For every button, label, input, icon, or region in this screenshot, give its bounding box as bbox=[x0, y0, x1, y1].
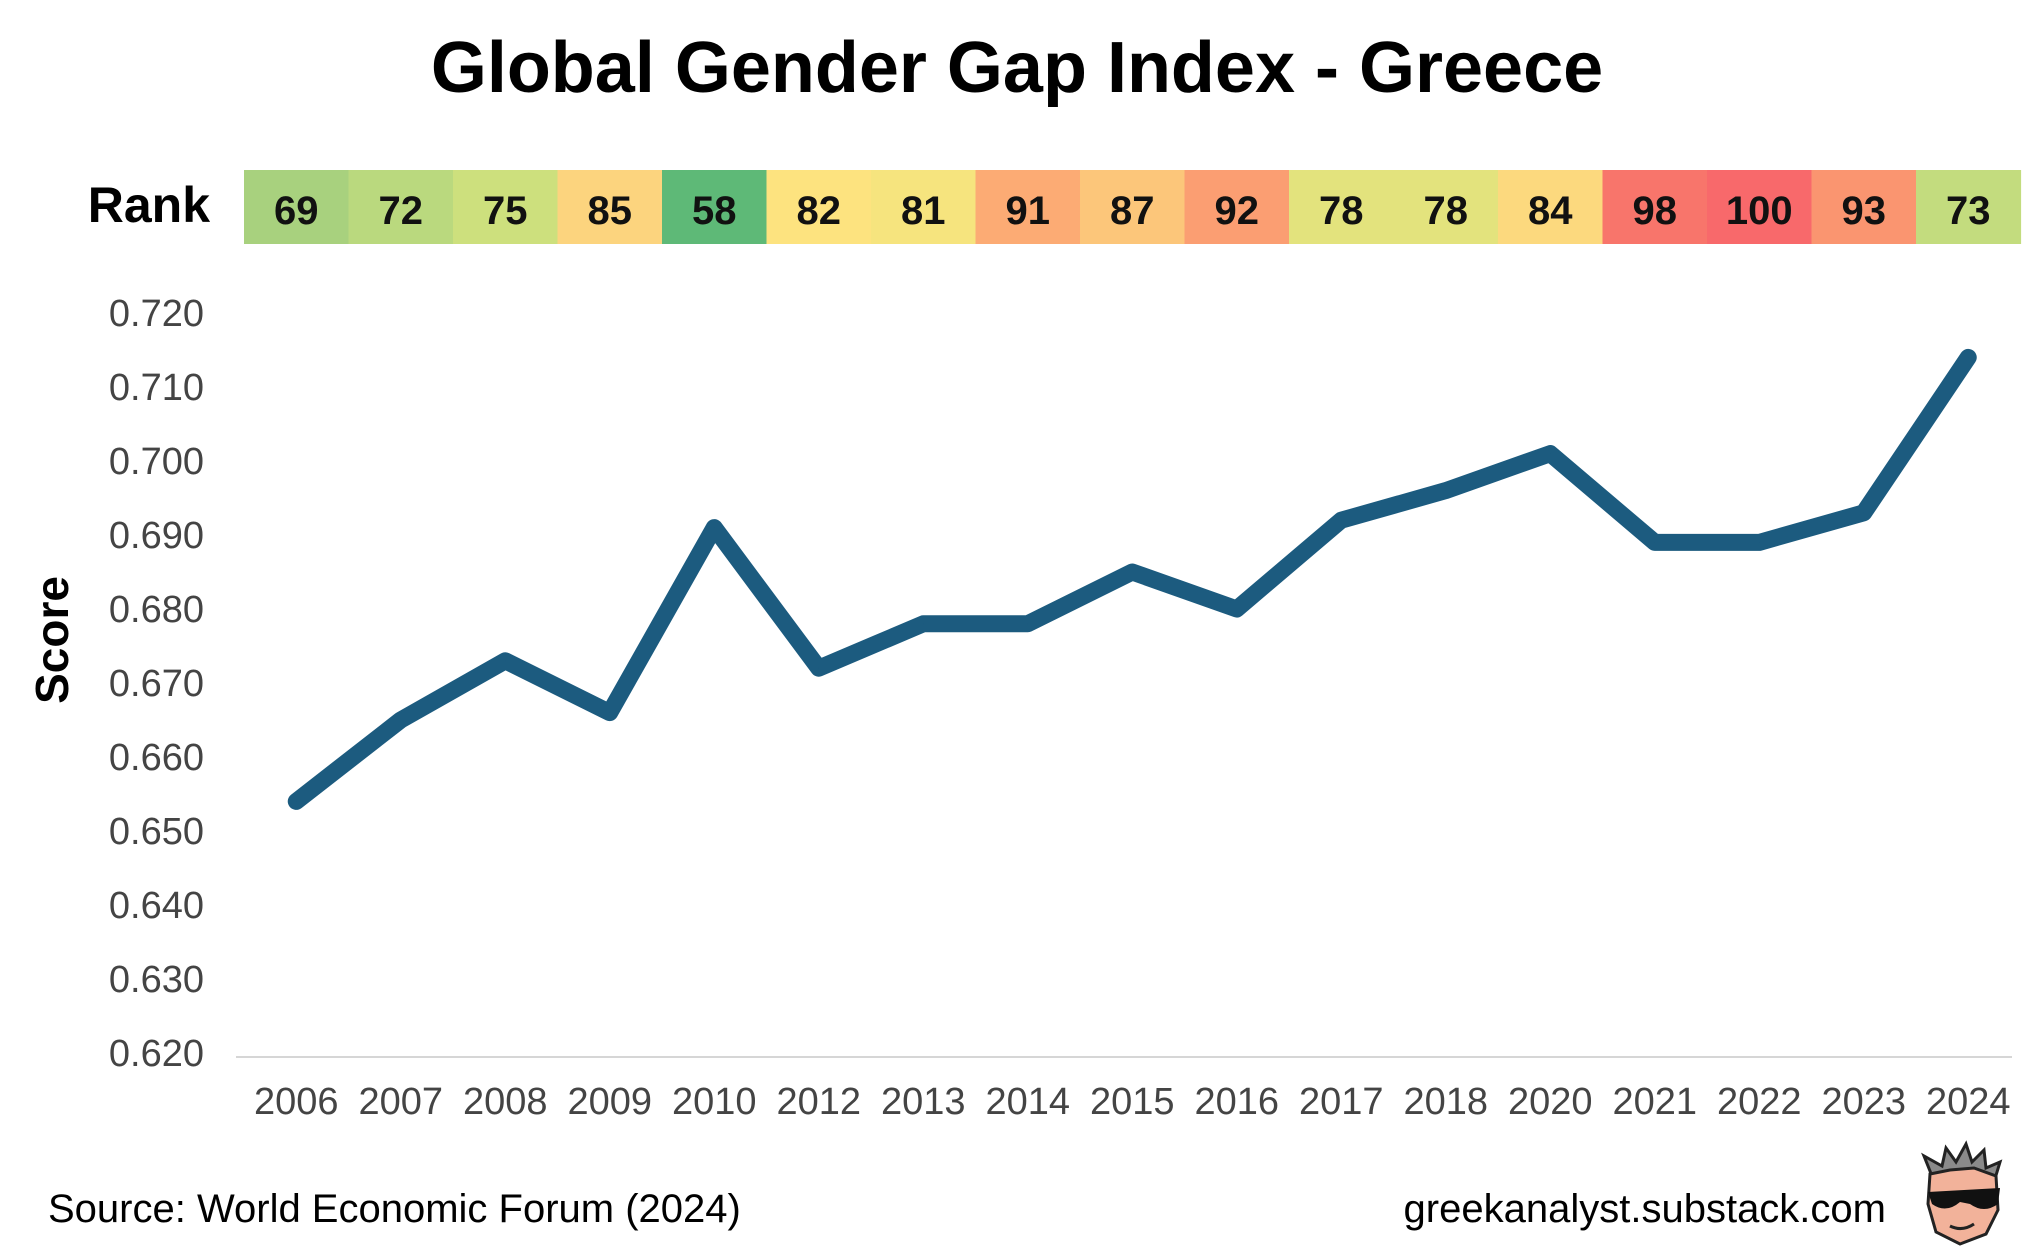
x-tick-label: 2008 bbox=[463, 1081, 548, 1123]
data-point bbox=[1758, 541, 1760, 543]
y-tick-label: 0.720 bbox=[109, 293, 204, 335]
rank-cell bbox=[662, 170, 768, 244]
x-tick-label: 2016 bbox=[1194, 1081, 1279, 1123]
data-point bbox=[922, 623, 924, 625]
data-point bbox=[1340, 519, 1342, 521]
rank-cell bbox=[1393, 170, 1499, 244]
rank-cell bbox=[1602, 170, 1708, 244]
data-point bbox=[1549, 453, 1551, 455]
rank-cell bbox=[348, 170, 454, 244]
y-tick-label: 0.700 bbox=[109, 441, 204, 483]
rank-value: 75 bbox=[483, 189, 528, 233]
y-tick-label: 0.650 bbox=[109, 811, 204, 853]
x-axis-ticks: 2006 2007 2008 2009 2010 2012 2013 2014 2015 2016… bbox=[254, 1081, 2011, 1123]
data-point bbox=[1654, 541, 1656, 543]
rank-cell bbox=[1916, 170, 2022, 244]
y-tick-label: 0.710 bbox=[109, 367, 204, 409]
x-tick-label: 2009 bbox=[567, 1081, 652, 1123]
y-tick-label: 0.690 bbox=[109, 515, 204, 557]
x-tick-label: 2022 bbox=[1717, 1081, 1802, 1123]
rank-value: 78 bbox=[1319, 189, 1364, 233]
rank-value: 93 bbox=[1842, 189, 1887, 233]
rank-value: 58 bbox=[692, 189, 737, 233]
source-text: Source: World Economic Forum (2024) bbox=[48, 1187, 741, 1231]
rank-value: 72 bbox=[379, 189, 424, 233]
data-point bbox=[1967, 356, 1969, 358]
rank-cell bbox=[1498, 170, 1604, 244]
mascot-logo bbox=[1921, 1140, 2003, 1246]
rank-cell bbox=[871, 170, 977, 244]
data-point bbox=[1236, 608, 1238, 610]
y-tick-label: 0.620 bbox=[109, 1033, 204, 1075]
x-tick-label: 2017 bbox=[1299, 1081, 1384, 1123]
data-point bbox=[818, 667, 820, 669]
rank-value: 91 bbox=[1006, 189, 1051, 233]
data-point bbox=[504, 660, 506, 662]
rank-value: 92 bbox=[1215, 189, 1260, 233]
rank-cell bbox=[244, 170, 350, 244]
series-group bbox=[287, 348, 1977, 810]
y-axis-ticks: 0.720 0.710 0.700 0.690 0.680 0.670 0.660 0.650… bbox=[109, 293, 204, 1075]
rank-value: 84 bbox=[1528, 189, 1573, 233]
data-point bbox=[713, 527, 715, 529]
x-tick-label: 2007 bbox=[358, 1081, 443, 1123]
x-tick-label: 2015 bbox=[1090, 1081, 1175, 1123]
rank-cell bbox=[975, 170, 1081, 244]
series-line bbox=[287, 348, 1977, 810]
x-tick-label: 2013 bbox=[881, 1081, 966, 1123]
data-point bbox=[295, 800, 297, 802]
x-tick-label: 2012 bbox=[776, 1081, 861, 1123]
rank-cell bbox=[766, 170, 872, 244]
rank-value: 69 bbox=[274, 189, 319, 233]
rank-value: 82 bbox=[797, 189, 842, 233]
rank-cell bbox=[1184, 170, 1290, 244]
y-tick-label: 0.680 bbox=[109, 589, 204, 631]
rank-row-label: Rank bbox=[88, 177, 210, 233]
x-tick-label: 2010 bbox=[672, 1081, 757, 1123]
x-tick-label: 2006 bbox=[254, 1081, 339, 1123]
rank-cell bbox=[1811, 170, 1917, 244]
rank-value: 81 bbox=[901, 189, 946, 233]
data-point bbox=[1863, 512, 1865, 514]
x-tick-label: 2023 bbox=[1821, 1081, 1906, 1123]
y-tick-label: 0.640 bbox=[109, 885, 204, 927]
x-tick-label: 2020 bbox=[1508, 1081, 1593, 1123]
rank-value: 87 bbox=[1110, 189, 1155, 233]
y-tick-label: 0.670 bbox=[109, 663, 204, 705]
y-axis-label: Score bbox=[26, 576, 78, 704]
rank-value: 85 bbox=[588, 189, 633, 233]
rank-cell bbox=[557, 170, 663, 244]
rank-value: 100 bbox=[1726, 189, 1793, 233]
rank-value: 98 bbox=[1633, 189, 1678, 233]
data-point bbox=[400, 719, 402, 721]
data-point bbox=[1027, 623, 1029, 625]
rank-value: 78 bbox=[1424, 189, 1469, 233]
x-tick-label: 2018 bbox=[1403, 1081, 1488, 1123]
data-point bbox=[1131, 571, 1133, 573]
rank-row: 69 72 75 85 58 82 81 91 87 92 78 78 84 98 100 93 73 bbox=[244, 170, 2022, 244]
y-tick-label: 0.630 bbox=[109, 959, 204, 1001]
chart-title: Global Gender Gap Index - Greece bbox=[431, 28, 1603, 108]
rank-cell bbox=[453, 170, 559, 244]
rank-cell bbox=[1289, 170, 1395, 244]
x-tick-label: 2024 bbox=[1926, 1081, 2011, 1123]
x-tick-label: 2014 bbox=[985, 1081, 1070, 1123]
site-text: greekanalyst.substack.com bbox=[1404, 1187, 1886, 1231]
rank-cell bbox=[1707, 170, 1813, 244]
y-tick-label: 0.660 bbox=[109, 737, 204, 779]
x-tick-label: 2021 bbox=[1612, 1081, 1697, 1123]
rank-cell bbox=[1080, 170, 1186, 244]
rank-value: 73 bbox=[1946, 189, 1991, 233]
data-point bbox=[609, 712, 611, 714]
data-point bbox=[1445, 490, 1447, 492]
